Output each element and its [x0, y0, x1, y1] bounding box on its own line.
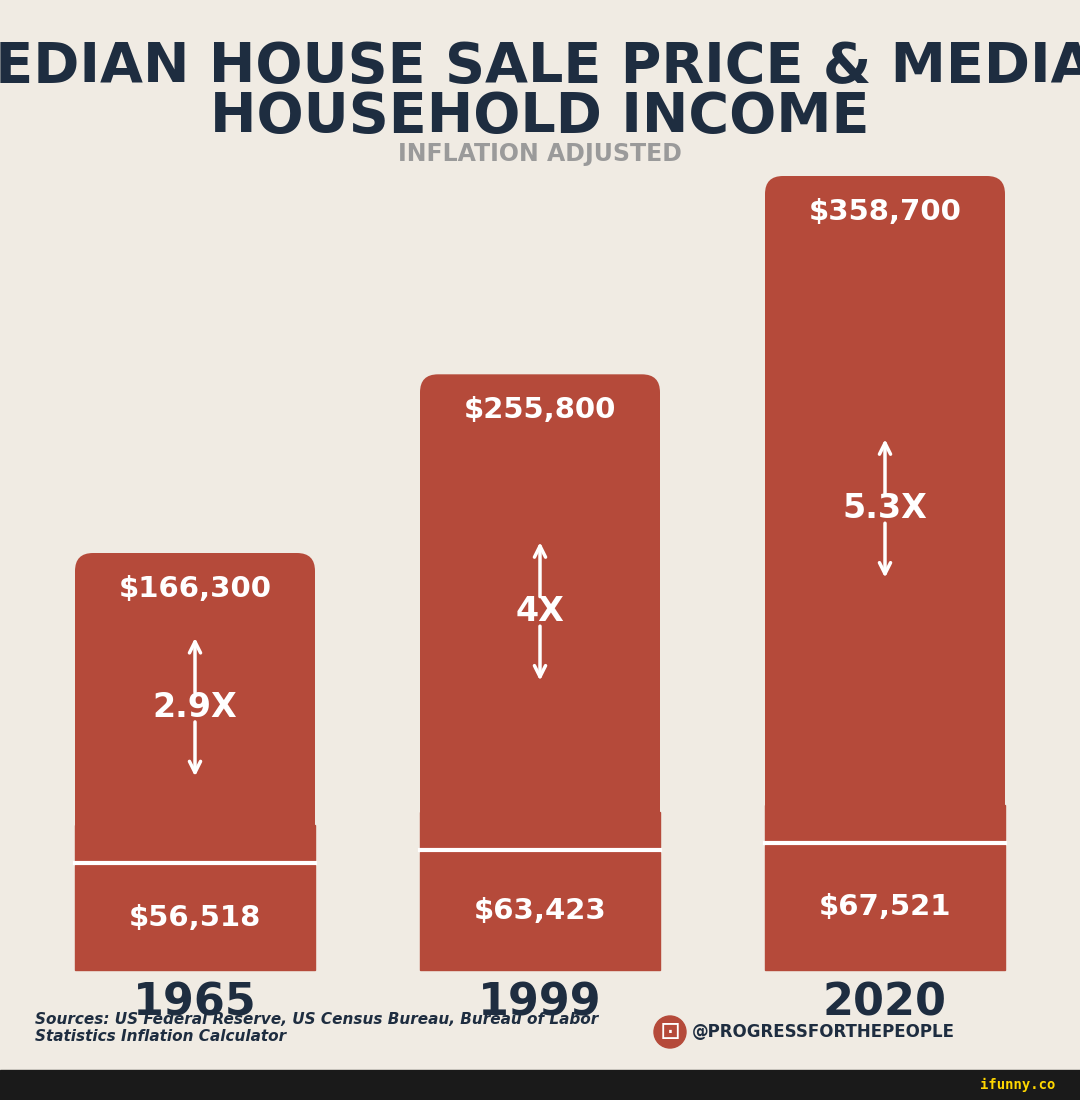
Text: 4X: 4X	[515, 595, 565, 628]
Text: $67,521: $67,521	[819, 893, 951, 922]
Circle shape	[654, 1016, 686, 1048]
Text: $358,700: $358,700	[809, 198, 961, 226]
Bar	[765, 845, 1005, 970]
Text: Sources: US Federal Reserve, US Census Bureau, Bureau of Labor
Statistics Inflat: Sources: US Federal Reserve, US Census B…	[35, 1012, 598, 1044]
Text: 1965: 1965	[133, 982, 257, 1025]
Text: 2.9X: 2.9X	[152, 691, 238, 724]
Text: ⊡: ⊡	[660, 1020, 680, 1044]
FancyBboxPatch shape	[420, 374, 660, 848]
Bar	[75, 866, 315, 970]
Text: HOUSEHOLD INCOME: HOUSEHOLD INCOME	[211, 90, 869, 144]
FancyBboxPatch shape	[75, 553, 315, 861]
FancyBboxPatch shape	[765, 176, 1005, 840]
Text: 1999: 1999	[478, 982, 602, 1025]
Text: 2020: 2020	[823, 982, 947, 1025]
Bar	[75, 825, 315, 861]
Bar	[765, 805, 1005, 840]
Bar	[420, 852, 660, 970]
Text: $166,300: $166,300	[119, 575, 271, 603]
Text: @PROGRESSFORTHEPEOPLE: @PROGRESSFORTHEPEOPLE	[692, 1023, 955, 1041]
Text: $63,423: $63,423	[474, 898, 606, 925]
Text: ifunny.co: ifunny.co	[980, 1078, 1055, 1092]
Text: $56,518: $56,518	[129, 903, 261, 932]
Text: $255,800: $255,800	[463, 396, 617, 425]
Text: INFLATION ADJUSTED: INFLATION ADJUSTED	[399, 142, 681, 166]
Bar	[420, 813, 660, 848]
Bar	[0, 1070, 1080, 1100]
Text: MEDIAN HOUSE SALE PRICE & MEDIAN: MEDIAN HOUSE SALE PRICE & MEDIAN	[0, 40, 1080, 94]
Text: 5.3X: 5.3X	[842, 492, 928, 525]
